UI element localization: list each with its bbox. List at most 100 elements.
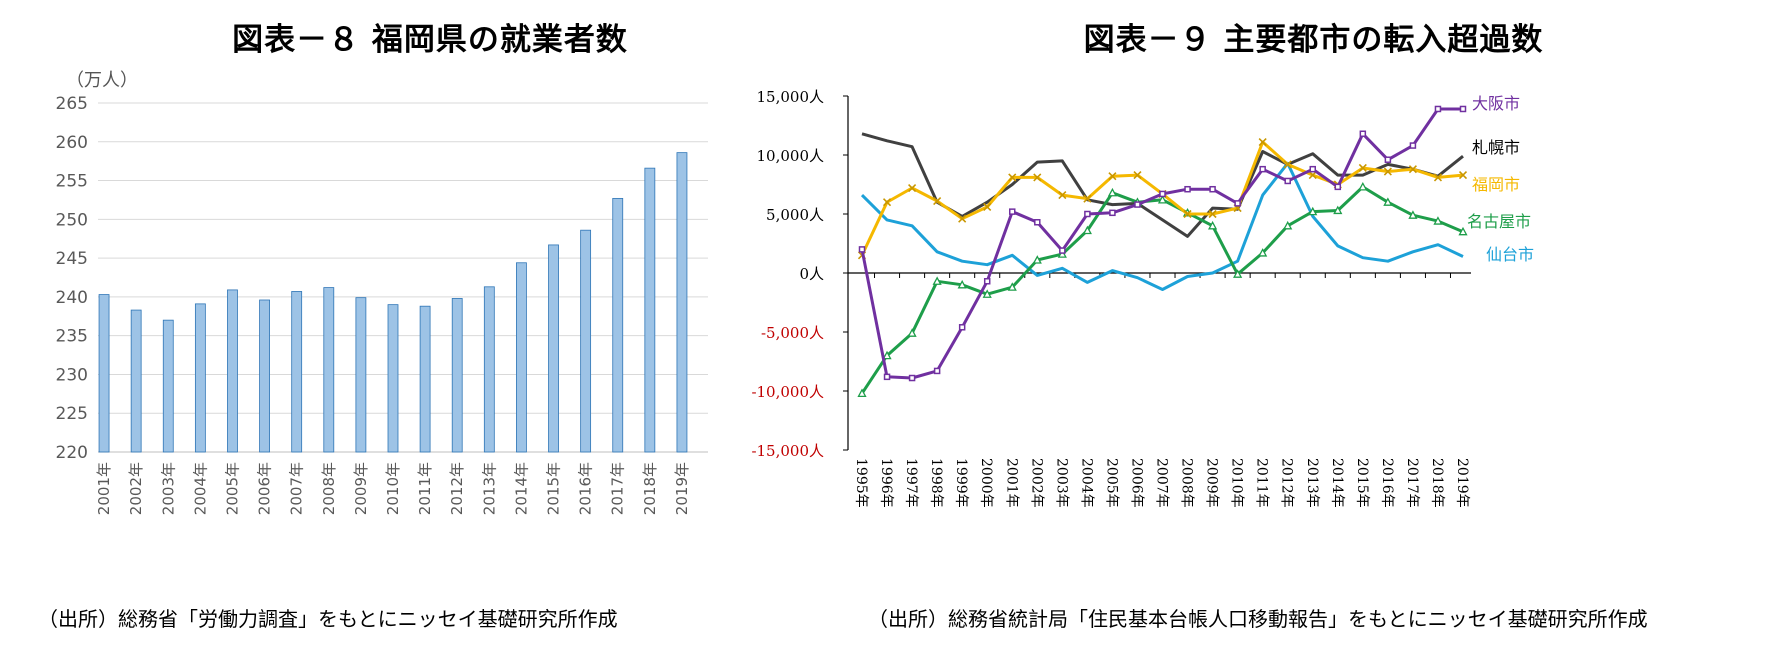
data-point bbox=[982, 289, 992, 298]
data-point bbox=[957, 279, 967, 289]
series-line-0 bbox=[860, 107, 1463, 380]
bar bbox=[162, 319, 174, 453]
x-tick-label: 2017年 bbox=[1404, 458, 1420, 508]
x-tick-label: 2015年 bbox=[545, 462, 563, 515]
y-tick-label: 245 bbox=[56, 249, 88, 269]
x-tick-label: 1995年 bbox=[853, 458, 869, 508]
data-point bbox=[1233, 269, 1243, 278]
x-tick-label: 2009年 bbox=[1204, 458, 1220, 508]
x-tick-label: 2008年 bbox=[1179, 458, 1195, 508]
bar bbox=[451, 298, 463, 453]
data-point bbox=[1284, 177, 1291, 185]
line-chart: 15,000人 10,000人 5,000人 0人 -5,000人 -10,000人 -15… bbox=[751, 88, 1534, 508]
data-point bbox=[1007, 282, 1017, 291]
x-tick-label: 2015年 bbox=[1354, 458, 1370, 508]
x-tick-label: 2010年 bbox=[1229, 458, 1245, 508]
data-point bbox=[1308, 206, 1318, 216]
x-tick-label: 1996年 bbox=[878, 458, 894, 508]
data-point bbox=[1208, 209, 1217, 219]
data-point bbox=[907, 328, 917, 337]
chart-title: 図表－９ 主要都市の転入超過数 bbox=[1083, 22, 1544, 58]
x-tick-label: 2010年 bbox=[384, 462, 402, 515]
y-tick-label: 230 bbox=[56, 365, 88, 385]
x-tick-label: 2004年 bbox=[191, 462, 209, 515]
data-point bbox=[1258, 137, 1267, 147]
data-point bbox=[1359, 130, 1367, 138]
x-tick-label: 2001年 bbox=[95, 462, 113, 515]
y-tick-label: 265 bbox=[56, 94, 88, 114]
y-tick-label: 240 bbox=[56, 288, 88, 308]
data-point bbox=[1409, 142, 1417, 149]
x-tick-label: 1997年 bbox=[903, 458, 919, 508]
data-point bbox=[1008, 173, 1017, 182]
data-point bbox=[1308, 170, 1317, 180]
bar bbox=[130, 309, 142, 453]
bar bbox=[194, 303, 206, 453]
y-tick-label: 260 bbox=[56, 133, 88, 153]
chart-title: 図表－８ 福岡県の就業者数 bbox=[232, 22, 628, 58]
data-point bbox=[1157, 194, 1168, 204]
data-point bbox=[1259, 165, 1266, 173]
data-point bbox=[1082, 225, 1092, 235]
x-tick-label: 2017年 bbox=[609, 462, 627, 515]
data-point bbox=[1258, 248, 1268, 257]
x-tick-label: 2000年 bbox=[978, 458, 994, 508]
data-point bbox=[1109, 209, 1116, 217]
data-point bbox=[1107, 187, 1118, 197]
bar bbox=[227, 289, 238, 453]
y-tick-label: 250 bbox=[56, 210, 88, 230]
y-tick-label: 5,000人 bbox=[766, 206, 824, 224]
data-point bbox=[1033, 173, 1042, 182]
x-tick-label: 2019年 bbox=[673, 462, 691, 515]
x-tick-label: 2019年 bbox=[1454, 458, 1470, 508]
series-line-4 bbox=[860, 161, 1464, 291]
data-point bbox=[1408, 165, 1417, 174]
data-point bbox=[1059, 247, 1066, 254]
x-tick-label: 2003年 bbox=[159, 462, 177, 515]
y-tick-label: 0人 bbox=[799, 265, 824, 283]
data-point bbox=[1459, 105, 1467, 113]
x-tick-label: 2018年 bbox=[641, 462, 659, 515]
x-tick-label: 2016年 bbox=[1379, 458, 1395, 508]
data-point bbox=[882, 198, 892, 207]
bar bbox=[355, 297, 367, 453]
bar bbox=[98, 294, 110, 453]
data-point bbox=[1283, 160, 1292, 169]
x-tick-label: 2012年 bbox=[1279, 458, 1295, 508]
bar bbox=[516, 262, 527, 453]
x-tick-label: 2005年 bbox=[223, 462, 241, 515]
bar bbox=[259, 299, 270, 453]
bar bbox=[676, 152, 688, 453]
data-point bbox=[933, 196, 942, 206]
x-tick-label: 1998年 bbox=[928, 458, 944, 508]
data-point bbox=[1358, 163, 1367, 173]
data-point bbox=[1032, 255, 1042, 264]
data-point bbox=[1183, 209, 1192, 219]
legend-label: 札幌市 bbox=[1472, 138, 1520, 157]
bar bbox=[291, 291, 303, 453]
x-tick-label: 2012年 bbox=[448, 462, 466, 515]
data-point bbox=[1159, 190, 1166, 198]
x-tick-label: 2002年 bbox=[127, 462, 145, 515]
data-point bbox=[983, 202, 992, 211]
y-tick-label: -15,000人 bbox=[751, 442, 824, 460]
data-point bbox=[1433, 173, 1443, 182]
data-point bbox=[1434, 105, 1442, 113]
x-tick-label: 2014年 bbox=[1329, 458, 1345, 508]
data-point bbox=[1384, 156, 1392, 163]
y-tick-label: -5,000人 bbox=[761, 324, 824, 342]
data-point bbox=[933, 367, 941, 375]
x-tick-label: 2007年 bbox=[1154, 458, 1170, 508]
data-point bbox=[983, 278, 991, 285]
x-tick-label: 2018年 bbox=[1429, 458, 1445, 508]
data-point bbox=[1458, 226, 1468, 236]
data-point bbox=[1333, 205, 1343, 215]
data-point bbox=[1009, 208, 1016, 215]
data-point bbox=[932, 276, 942, 285]
source-note: （出所）総務省「労働力調査」をもとにニッセイ基礎研究所作成 bbox=[38, 607, 618, 631]
data-point bbox=[1133, 170, 1142, 180]
data-point bbox=[1083, 194, 1092, 203]
y-tick-label: -10,000人 bbox=[751, 383, 824, 401]
data-point bbox=[1433, 216, 1443, 225]
bar bbox=[419, 305, 431, 453]
